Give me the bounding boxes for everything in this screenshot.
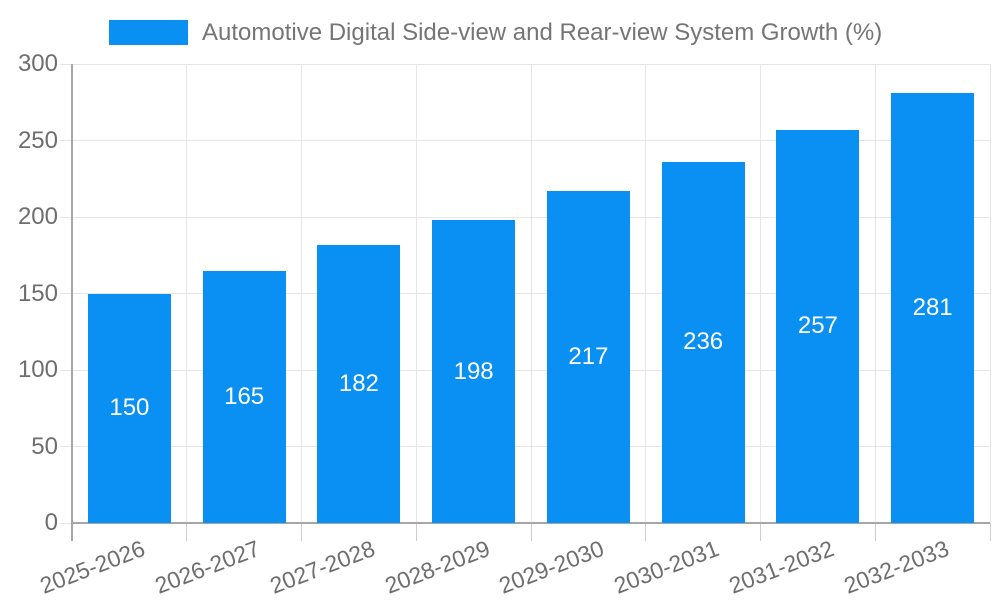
y-axis-line	[71, 64, 73, 541]
y-tick-label: 150	[17, 279, 58, 307]
x-tick-label: 2030-2031	[610, 535, 723, 599]
y-tick-mark	[60, 522, 72, 524]
bar-value-label: 182	[338, 369, 379, 397]
x-axis-line	[72, 522, 990, 524]
legend-label: Automotive Digital Side-view and Rear-vi…	[202, 19, 883, 46]
x-tick-mark	[186, 523, 188, 541]
y-tick-mark	[60, 216, 72, 218]
x-gridline	[645, 64, 647, 523]
y-tick-mark	[60, 140, 72, 141]
x-tick-label: 2029-2030	[495, 535, 608, 599]
legend[interactable]: Automotive Digital Side-view and Rear-vi…	[0, 14, 1000, 50]
bar-value-label: 150	[109, 394, 150, 422]
bar[interactable]	[432, 220, 516, 523]
y-tick-label: 0	[44, 509, 58, 536]
x-tick-mark	[530, 523, 532, 541]
x-gridline	[760, 64, 761, 523]
bar[interactable]	[891, 93, 975, 523]
x-tick-label: 2025-2026	[36, 535, 149, 599]
y-tick-mark	[60, 369, 72, 371]
x-tick-mark	[645, 523, 647, 541]
bar-value-label: 281	[912, 294, 953, 322]
bar-value-label: 165	[224, 382, 265, 410]
x-tick-mark	[415, 523, 417, 541]
x-gridline	[989, 64, 991, 523]
y-tick-label: 250	[17, 126, 58, 154]
bar-value-label: 257	[797, 312, 838, 340]
x-tick-label: 2028-2029	[380, 535, 493, 599]
x-tick-mark	[760, 523, 761, 541]
y-tick-label: 50	[31, 432, 58, 460]
bar[interactable]	[202, 270, 286, 523]
bar[interactable]	[546, 190, 630, 523]
bar-value-label: 198	[453, 357, 494, 385]
bar-value-label: 217	[568, 342, 609, 370]
x-gridline	[186, 64, 188, 523]
bar-value-label: 236	[683, 328, 724, 356]
x-gridline	[874, 64, 876, 523]
y-tick-label: 100	[17, 356, 58, 383]
bar[interactable]	[317, 244, 401, 523]
x-tick-label: 2027-2028	[266, 535, 379, 599]
bar[interactable]	[661, 161, 745, 523]
x-gridline	[530, 64, 532, 523]
x-tick-label: 2031-2032	[725, 535, 838, 599]
bar[interactable]	[776, 129, 860, 523]
legend-swatch	[109, 20, 188, 45]
x-gridline	[415, 64, 417, 523]
x-tick-mark	[874, 523, 876, 541]
y-tick-mark	[60, 293, 72, 294]
x-tick-label: 2026-2027	[151, 535, 264, 599]
y-tick-mark	[60, 446, 72, 447]
x-tick-mark	[989, 523, 991, 541]
bar[interactable]	[87, 293, 171, 523]
x-gridline	[301, 64, 302, 523]
y-tick-label: 200	[17, 203, 58, 230]
x-tick-label: 2032-2033	[839, 535, 952, 599]
x-tick-mark	[301, 523, 302, 541]
y-tick-label: 300	[17, 50, 58, 77]
y-tick-mark	[60, 63, 72, 65]
